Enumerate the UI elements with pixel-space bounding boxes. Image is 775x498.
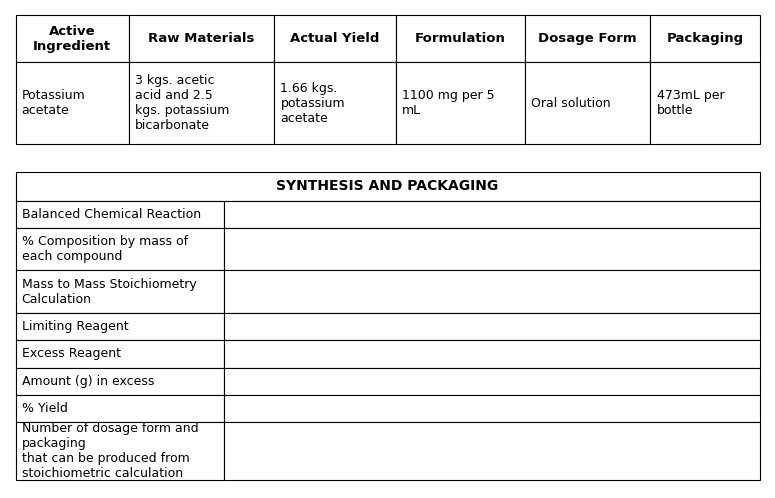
Text: Mass to Mass Stoichiometry
Calculation: Mass to Mass Stoichiometry Calculation [22, 277, 196, 306]
Text: Oral solution: Oral solution [531, 97, 611, 110]
Bar [224, 340, 760, 368]
Text: 3 kgs. acetic
acid and 2.5
kgs. potassium
bicarbonate: 3 kgs. acetic acid and 2.5 kgs. potassiu… [135, 74, 229, 132]
Bar [224, 270, 760, 313]
Bar [224, 228, 760, 270]
Text: 473mL per
bottle: 473mL per bottle [656, 89, 724, 118]
Bar [224, 422, 760, 480]
Bar [129, 62, 274, 144]
Text: 1100 mg per 5
mL: 1100 mg per 5 mL [401, 89, 494, 118]
Bar [650, 62, 760, 144]
Text: Actual Yield: Actual Yield [291, 32, 380, 45]
Text: Packaging: Packaging [666, 32, 743, 45]
Text: SYNTHESIS AND PACKAGING: SYNTHESIS AND PACKAGING [277, 179, 498, 193]
Text: Amount (g) in excess: Amount (g) in excess [22, 374, 154, 388]
Bar [224, 368, 760, 395]
Bar [16, 228, 224, 270]
Bar [16, 340, 224, 368]
Text: Active
Ingredient: Active Ingredient [33, 24, 111, 53]
Text: % Composition by mass of
each compound: % Composition by mass of each compound [22, 235, 188, 263]
Text: Potassium
acetate: Potassium acetate [22, 89, 85, 118]
Bar [16, 368, 224, 395]
Text: Number of dosage form and
packaging
that can be produced from
stoichiometric cal: Number of dosage form and packaging that… [22, 422, 198, 480]
Text: Excess Reagent: Excess Reagent [22, 347, 121, 361]
Bar [224, 313, 760, 340]
Bar [129, 15, 274, 62]
Bar [16, 395, 224, 422]
Bar [274, 62, 395, 144]
Bar [16, 15, 129, 62]
Bar [525, 15, 650, 62]
Bar [16, 172, 760, 201]
Bar [395, 62, 525, 144]
Text: % Yield: % Yield [22, 402, 67, 415]
Bar [224, 395, 760, 422]
Bar [525, 62, 650, 144]
Text: Balanced Chemical Reaction: Balanced Chemical Reaction [22, 208, 201, 221]
Text: Formulation: Formulation [415, 32, 506, 45]
Bar [16, 422, 224, 480]
Bar [274, 15, 395, 62]
Bar [16, 201, 224, 228]
Bar [395, 15, 525, 62]
Bar [224, 201, 760, 228]
Text: Raw Materials: Raw Materials [148, 32, 255, 45]
Bar [16, 270, 224, 313]
Text: Dosage Form: Dosage Form [539, 32, 637, 45]
Text: Limiting Reagent: Limiting Reagent [22, 320, 129, 333]
Bar [650, 15, 760, 62]
Text: 1.66 kgs.
potassium
acetate: 1.66 kgs. potassium acetate [281, 82, 345, 125]
Bar [16, 62, 129, 144]
Bar [16, 313, 224, 340]
